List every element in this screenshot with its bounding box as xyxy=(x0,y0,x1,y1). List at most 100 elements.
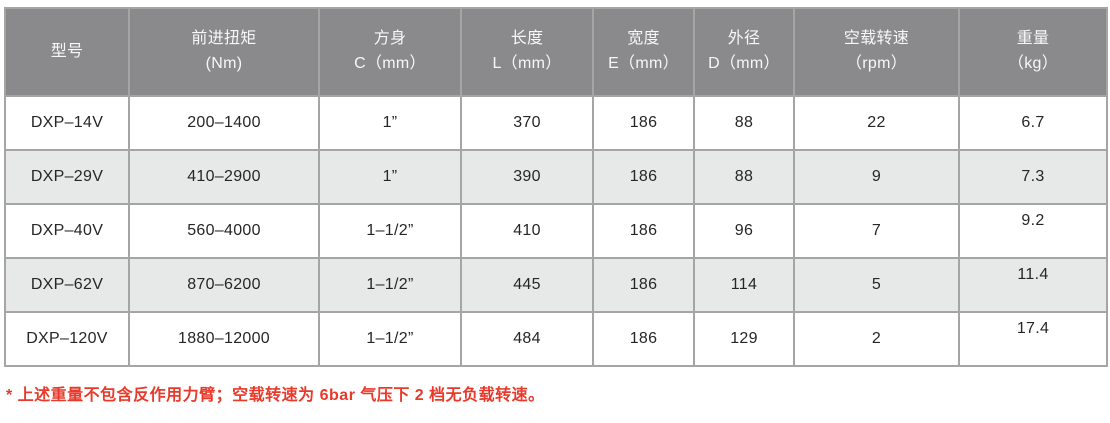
cell-square-drive: 1” xyxy=(318,95,462,151)
header-label: 型号 xyxy=(50,42,84,60)
cell-value: 560–4000 xyxy=(187,222,261,239)
cell-value: 88 xyxy=(734,168,754,185)
cell-weight: 11.4 xyxy=(958,257,1108,313)
cell-value: 96 xyxy=(734,222,754,239)
cell-value: 114 xyxy=(730,276,758,293)
cell-length: 484 xyxy=(460,311,594,367)
cell-width: 186 xyxy=(592,149,695,205)
cell-free-speed: 9 xyxy=(793,149,960,205)
cell-length: 445 xyxy=(460,257,594,313)
cell-weight: 6.7 xyxy=(958,95,1108,151)
header-label: 重量 xyxy=(1016,30,1050,48)
header-row: 型号 前进扭矩 (Nm) 方身 C（mm） 长度 L（mm） 宽度 E（m xyxy=(4,7,1108,97)
header-label: 前进扭矩 xyxy=(191,30,257,48)
spec-table: 型号 前进扭矩 (Nm) 方身 C（mm） 长度 L（mm） 宽度 E（m xyxy=(4,7,1108,367)
cell-model: DXP–29V xyxy=(4,149,130,205)
cell-value: 9 xyxy=(871,168,882,185)
cell-value: DXP–62V xyxy=(30,276,104,293)
cell-value: 1–1/2” xyxy=(366,276,414,293)
cell-free-speed: 5 xyxy=(793,257,960,313)
cell-value: 1880–12000 xyxy=(178,330,270,347)
cell-length: 410 xyxy=(460,203,594,259)
cell-model: DXP–14V xyxy=(4,95,130,151)
table-row: DXP–14V 200–1400 1” 370 186 88 22 6.7 xyxy=(4,95,1108,151)
header-label: 长度 xyxy=(510,30,544,48)
header-unit: （kg） xyxy=(1007,55,1059,72)
cell-free-speed: 7 xyxy=(793,203,960,259)
cell-length: 390 xyxy=(460,149,594,205)
cell-width: 186 xyxy=(592,203,695,259)
cell-value: 1” xyxy=(382,114,398,131)
cell-weight: 17.4 xyxy=(958,311,1108,367)
cell-value: 7.3 xyxy=(1021,168,1045,185)
cell-forward-torque: 410–2900 xyxy=(128,149,320,205)
cell-width: 186 xyxy=(592,311,695,367)
table-row: DXP–29V 410–2900 1” 390 186 88 9 7.3 xyxy=(4,149,1108,205)
cell-value: 1” xyxy=(382,168,398,185)
cell-square-drive: 1–1/2” xyxy=(318,203,462,259)
cell-value: 1–1/2” xyxy=(366,222,414,239)
header-label: 方身 xyxy=(373,30,407,48)
header-unit: (Nm) xyxy=(205,55,243,72)
cell-square-drive: 1–1/2” xyxy=(318,257,462,313)
table-row: DXP–62V 870–6200 1–1/2” 445 186 114 5 11… xyxy=(4,257,1108,313)
footnote: * 上述重量不包含反作用力臂；空载转速为 6bar 气压下 2 档无负载转速。 xyxy=(6,387,545,404)
cell-outer-diameter: 88 xyxy=(693,95,795,151)
cell-width: 186 xyxy=(592,95,695,151)
cell-width: 186 xyxy=(592,257,695,313)
cell-square-drive: 1” xyxy=(318,149,462,205)
cell-value: 11.4 xyxy=(1017,266,1049,283)
cell-value: 200–1400 xyxy=(187,114,261,131)
header-unit: （rpm） xyxy=(845,55,908,72)
cell-value: 22 xyxy=(867,114,886,131)
cell-value: 410–2900 xyxy=(187,168,261,185)
col-header-length: 长度 L（mm） xyxy=(460,7,594,97)
cell-model: DXP–40V xyxy=(4,203,130,259)
cell-value: 410 xyxy=(513,222,541,239)
cell-value: 7 xyxy=(871,222,882,239)
col-header-weight: 重量 （kg） xyxy=(958,7,1108,97)
cell-outer-diameter: 129 xyxy=(693,311,795,367)
cell-value: 186 xyxy=(629,168,658,185)
table-row: DXP–120V 1880–12000 1–1/2” 484 186 129 2… xyxy=(4,311,1108,367)
cell-value: DXP–14V xyxy=(30,114,104,131)
cell-value: 484 xyxy=(513,330,541,347)
cell-length: 370 xyxy=(460,95,594,151)
cell-value: 129 xyxy=(730,330,758,347)
col-header-width: 宽度 E（mm） xyxy=(592,7,695,97)
cell-outer-diameter: 114 xyxy=(693,257,795,313)
cell-value: 17.4 xyxy=(1016,320,1050,337)
col-header-model: 型号 xyxy=(4,7,130,97)
cell-value: 9.2 xyxy=(1021,212,1045,229)
cell-model: DXP–120V xyxy=(4,311,130,367)
header-unit: L（mm） xyxy=(492,55,562,72)
header-unit: C（mm） xyxy=(354,55,426,72)
cell-forward-torque: 1880–12000 xyxy=(128,311,320,367)
header-label: 空载转速 xyxy=(843,30,910,48)
col-header-square-drive: 方身 C（mm） xyxy=(318,7,462,97)
cell-outer-diameter: 96 xyxy=(693,203,795,259)
cell-value: DXP–29V xyxy=(30,168,104,185)
cell-value: DXP–120V xyxy=(26,330,108,347)
cell-free-speed: 2 xyxy=(793,311,960,367)
cell-value: 370 xyxy=(513,114,541,131)
cell-value: 186 xyxy=(629,330,658,347)
cell-weight: 7.3 xyxy=(958,149,1108,205)
header-label: 宽度 xyxy=(627,30,660,48)
col-header-free-speed: 空载转速 （rpm） xyxy=(793,7,960,97)
col-header-outer-diameter: 外径 D（mm） xyxy=(693,7,795,97)
cell-outer-diameter: 88 xyxy=(693,149,795,205)
header-unit: E（mm） xyxy=(608,55,679,72)
cell-weight: 9.2 xyxy=(958,203,1108,259)
header-label: 外径 xyxy=(727,30,761,48)
cell-forward-torque: 200–1400 xyxy=(128,95,320,151)
cell-value: 88 xyxy=(734,114,754,131)
cell-value: 445 xyxy=(513,276,541,293)
cell-value: 870–6200 xyxy=(187,276,261,293)
cell-forward-torque: 870–6200 xyxy=(128,257,320,313)
cell-value: 6.7 xyxy=(1021,114,1045,131)
table-row: DXP–40V 560–4000 1–1/2” 410 186 96 7 9.2 xyxy=(4,203,1108,259)
cell-free-speed: 22 xyxy=(793,95,960,151)
cell-model: DXP–62V xyxy=(4,257,130,313)
